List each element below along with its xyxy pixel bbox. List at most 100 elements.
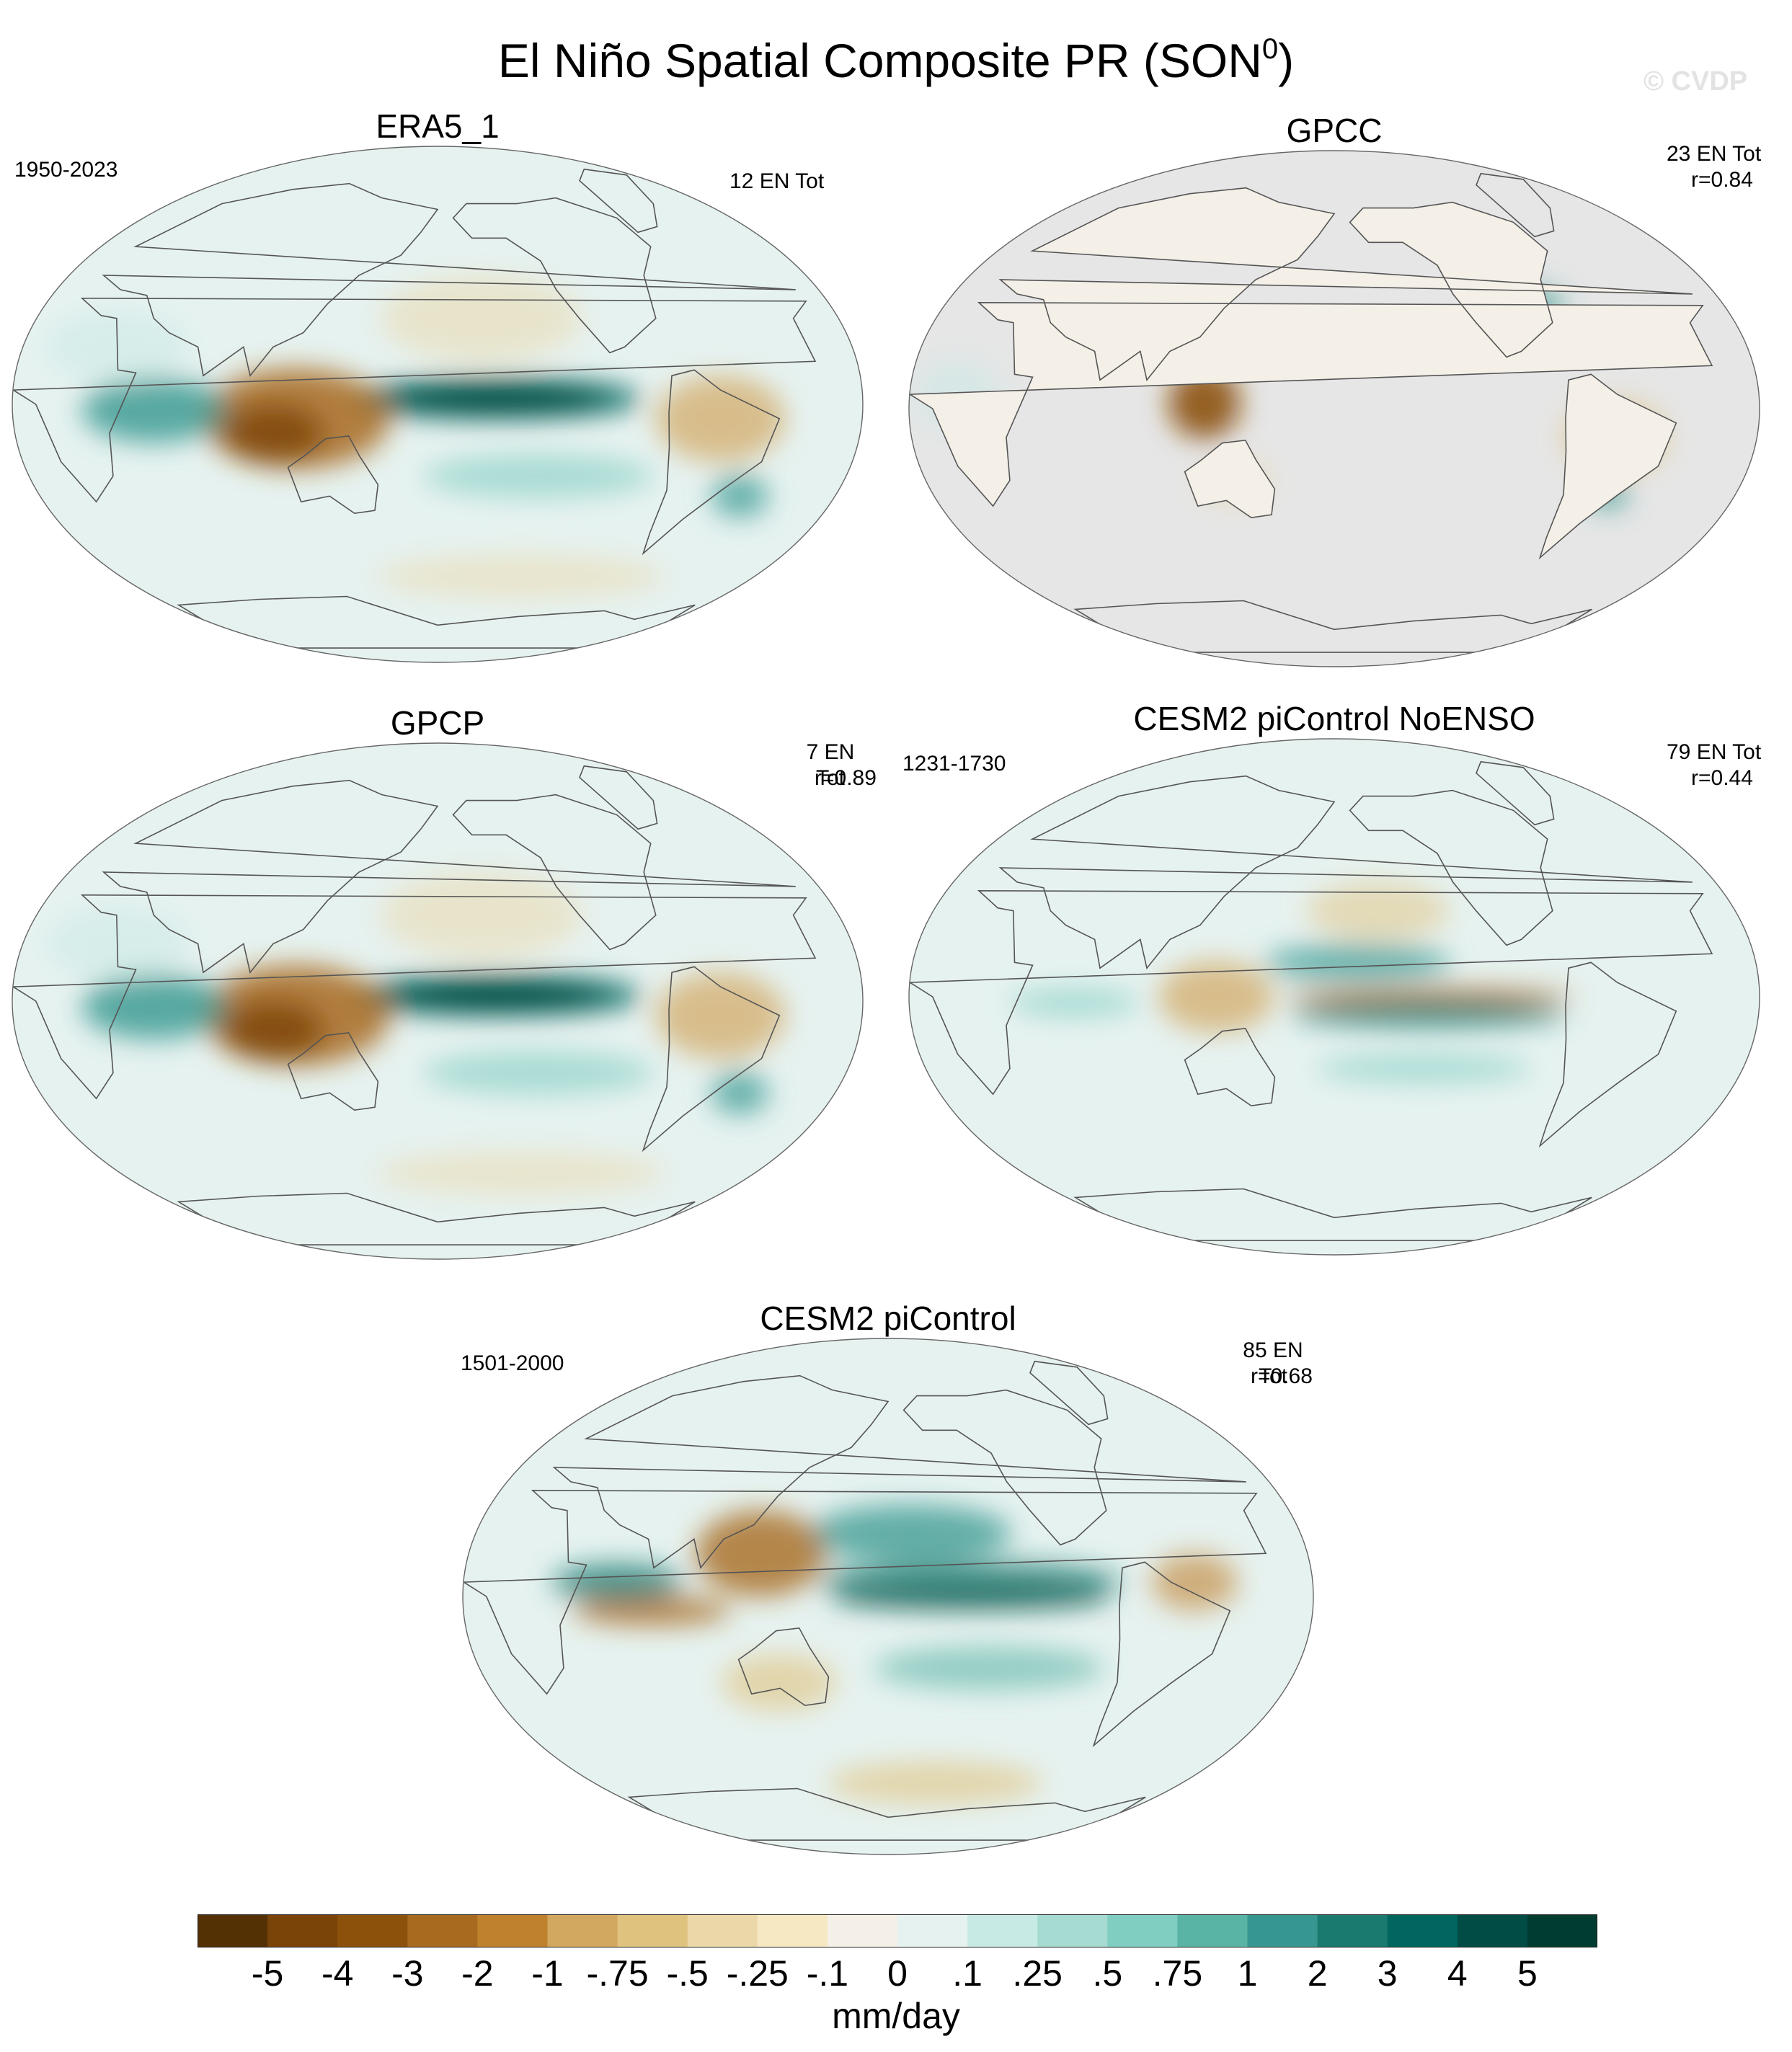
colorbar-tick-label: .25 [1012, 1953, 1063, 1994]
colorbar-swatch [1177, 1914, 1248, 1947]
anomaly-region [45, 311, 190, 383]
panel-period: 1501-2000 [461, 1351, 564, 1375]
coastline-africa [909, 889, 1713, 1096]
colorbar-tick-label: -3 [391, 1953, 424, 1994]
map-panel-gpcp: GPCP 7 EN Tot r=0.89 [9, 703, 877, 1260]
map-panel-picontrol: CESM2 piControl 1501-2000 85 EN Tot r=0.… [459, 1299, 1317, 1855]
colorbar-tick-label: -2 [461, 1953, 494, 1994]
colorbar-swatch [897, 1914, 968, 1947]
coastline-antarctica [1073, 1188, 1592, 1241]
colorbar-swatch [1037, 1914, 1108, 1947]
coastline-australia [287, 1031, 379, 1111]
colorbar-swatch [407, 1914, 478, 1947]
colorbar-swatch [1457, 1914, 1528, 1947]
coastline-south-america [642, 369, 781, 556]
anomaly-region [551, 1564, 682, 1601]
anomaly-region [1264, 944, 1452, 981]
colorbar-swatch [198, 1914, 268, 1947]
coastline-antarctica [177, 595, 696, 649]
anomaly-region [1151, 1553, 1238, 1612]
anomaly-region [711, 474, 769, 518]
coastline-north-america [452, 197, 657, 354]
anomaly-region [223, 404, 324, 462]
map-panel-gpcc: GPCC 23 EN Tot r=0.84 [905, 111, 1763, 667]
anomaly-region [380, 871, 582, 959]
anomaly-region [1158, 961, 1274, 1033]
map-border [908, 738, 1760, 1256]
panel-corr: r=0.44 [1691, 766, 1753, 790]
colorbar-tick-label: -1 [531, 1953, 564, 1994]
anomaly-region [655, 375, 786, 462]
coastline-antarctica [177, 1192, 696, 1245]
coastline-africa [12, 894, 817, 1100]
panel-period: 1950-2023 [14, 158, 118, 182]
coastline-australia [287, 435, 379, 515]
anomaly-region [81, 974, 226, 1039]
anomaly-region [873, 1646, 1104, 1690]
panel-corr: r=0.84 [1691, 168, 1753, 192]
panel-count: 7 EN Tot [806, 740, 855, 790]
colorbar-tick-label: -4 [321, 1953, 354, 1994]
anomaly-region [422, 454, 654, 498]
colorbar-tick-label: 3 [1377, 1953, 1398, 1994]
coastline-north-america [1349, 201, 1553, 358]
anomaly-region [81, 377, 226, 443]
colorbar-tick-label: -5 [251, 1953, 284, 1994]
coastline-north-america [902, 1389, 1107, 1546]
anomaly-region [721, 1653, 837, 1712]
anomaly-region [45, 907, 190, 980]
colorbar-tick-label: 5 [1517, 1953, 1538, 1994]
coastline-greenland [1029, 1360, 1109, 1426]
panel-title: GPCC [1286, 112, 1383, 149]
map-era5 [12, 146, 864, 663]
coastline-south-america [1092, 1561, 1231, 1748]
anomaly-region [422, 1051, 654, 1095]
map-border [12, 742, 864, 1260]
colorbar-swatch [1317, 1914, 1388, 1947]
colorbar-frame [198, 1914, 1597, 1947]
panel-count: 85 EN Tot [1243, 1338, 1303, 1388]
coastline-antarctica [627, 1787, 1146, 1841]
map-border [462, 1338, 1314, 1855]
colorbar-swatch [267, 1914, 338, 1947]
anomaly-region [1285, 988, 1574, 1005]
coastline-africa [463, 1489, 1267, 1695]
colorbar-tick-label: 1 [1237, 1953, 1258, 1994]
coastline-australia [1184, 439, 1276, 519]
anomaly-region [1009, 987, 1140, 1017]
panel-title: GPCP [390, 704, 485, 742]
panel-title: ERA5_1 [376, 107, 500, 145]
panel-title: CESM2 piControl [760, 1300, 1016, 1337]
colorbar-tick-label: -.1 [806, 1953, 849, 1994]
colorbar-tick-label: 4 [1447, 1953, 1468, 1994]
map-border [12, 146, 864, 663]
coastline-greenland [1476, 172, 1555, 238]
anomaly-region [1305, 881, 1450, 940]
coastline-eurasia [102, 779, 796, 974]
anomaly-region [809, 1504, 1012, 1563]
coastline-africa [12, 297, 817, 503]
anomaly-region [819, 1560, 1122, 1604]
map-border [908, 150, 1760, 667]
colorbar-units: mm/day [832, 1996, 960, 2036]
anomaly-region [388, 985, 605, 1006]
colorbar-swatch [1527, 1914, 1597, 1947]
figure-title: El Niño Spatial Composite PR (SON0) [497, 33, 1295, 87]
anomaly-region [572, 1596, 732, 1625]
coastline-australia [737, 1627, 830, 1707]
colorbar-tick-label: .5 [1092, 1953, 1123, 1994]
coastline-north-america [452, 794, 657, 951]
colorbar-swatch [967, 1914, 1038, 1947]
land-fill-eurasia [1000, 187, 1693, 381]
coastline-eurasia [552, 1374, 1246, 1569]
coastline-eurasia [102, 182, 796, 377]
panel-corr: r=0.68 [1251, 1364, 1313, 1388]
colorbar-swatch [617, 1914, 688, 1947]
anomaly-region [388, 388, 605, 409]
coastline-africa [909, 301, 1713, 507]
coastline-greenland [579, 765, 658, 830]
colorbar-swatch [1247, 1914, 1318, 1947]
colorbar-swatch [687, 1914, 758, 1947]
panel-count: 23 EN Tot [1667, 142, 1762, 166]
watermark: © CVDP [1644, 66, 1748, 97]
